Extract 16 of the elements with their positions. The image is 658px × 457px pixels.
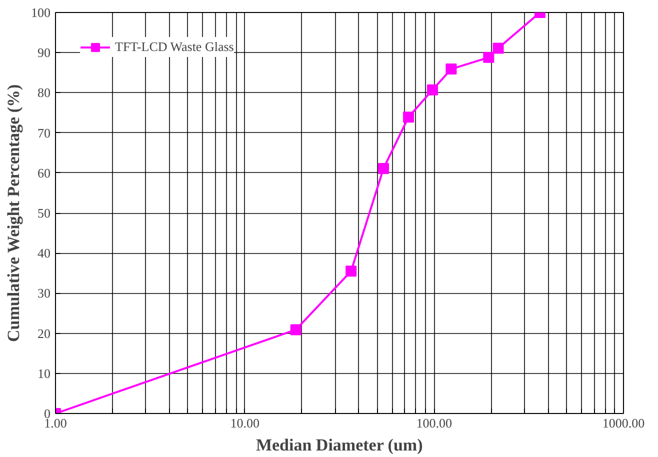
y-axis-title: Cumulative Weight Percentage (%) — [4, 84, 23, 342]
x-tick-label: 100.00 — [416, 416, 452, 430]
x-tick-label: 1000.00 — [602, 416, 645, 430]
y-tick-label: 50 — [38, 206, 50, 220]
y-tick-label: 70 — [38, 125, 50, 140]
x-tick-label: 10.00 — [230, 416, 260, 430]
y-tick-label: 80 — [38, 85, 50, 100]
y-tick-label: 10 — [38, 366, 50, 381]
y-tick-label: 60 — [38, 165, 50, 180]
legend-label: TFT-LCD Waste Glass — [115, 39, 234, 55]
x-axis-title: Median Diameter (um) — [256, 436, 423, 454]
y-tick-label: 20 — [38, 326, 50, 341]
y-tick-label: 100 — [31, 5, 50, 20]
y-tick-label: 30 — [38, 286, 50, 301]
y-tick-label: 90 — [38, 45, 50, 60]
y-tick-label: 40 — [38, 246, 50, 261]
